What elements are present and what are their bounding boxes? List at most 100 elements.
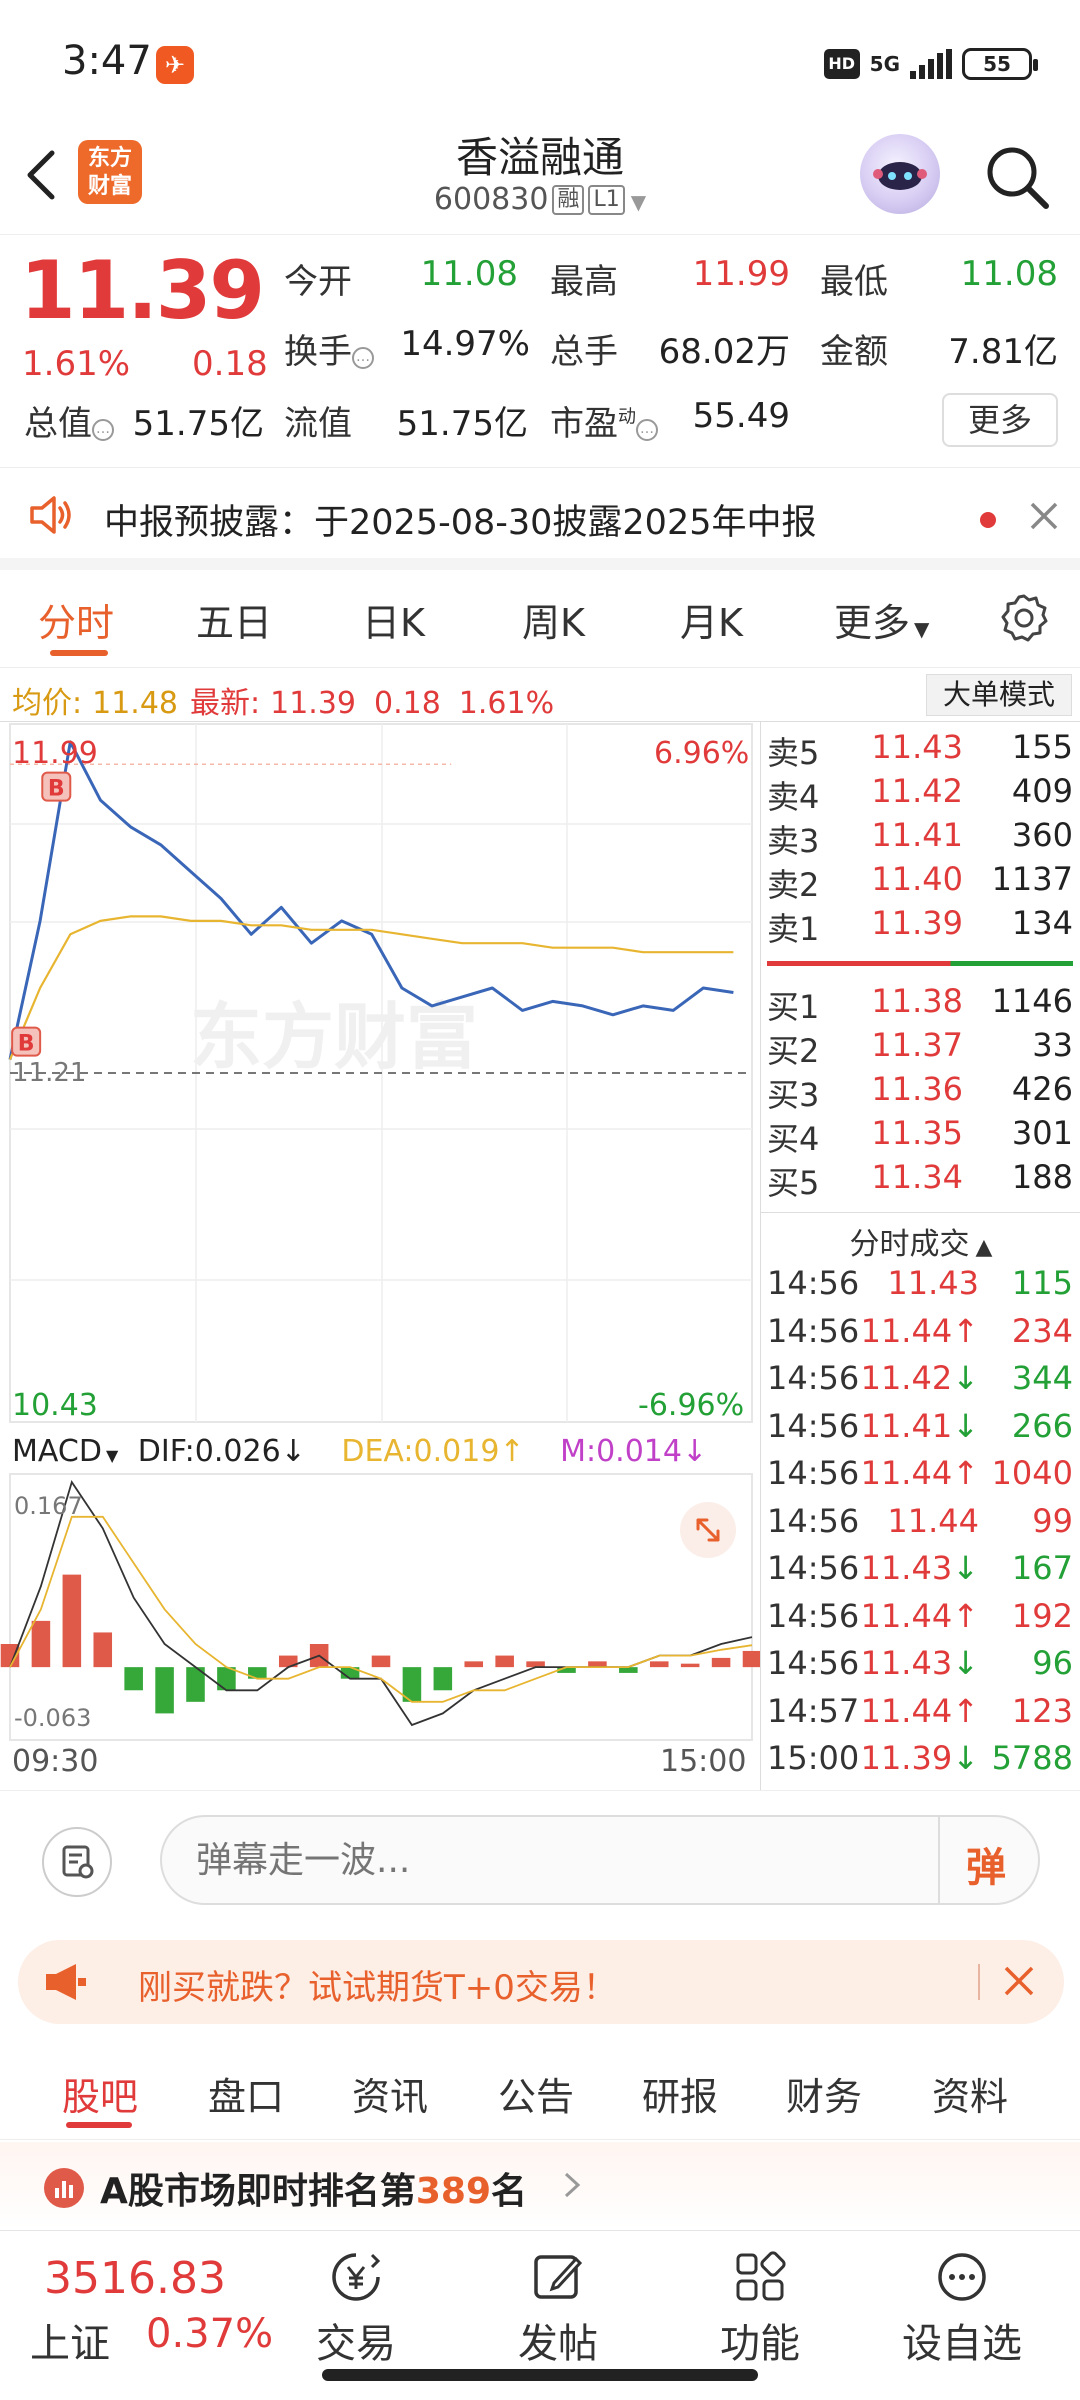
danmu-input[interactable] <box>160 1815 1040 1905</box>
market-cap-label[interactable]: 总值… <box>24 396 114 445</box>
app-logo[interactable]: 东方财富 <box>78 140 142 204</box>
tab-five-day[interactable]: 五日 <box>196 601 273 645</box>
level-volume: 360 <box>1011 816 1073 854</box>
big-order-mode-button[interactable]: 大单模式 <box>926 674 1072 716</box>
macd-bar <box>155 1667 174 1714</box>
promo-banner[interactable]: 刚买就跌？试试期货T+0交易！ <box>18 1940 1064 2024</box>
clock: 3:47 <box>62 38 152 84</box>
pe-label[interactable]: 市盈动… <box>550 396 658 445</box>
gear-icon[interactable] <box>996 590 1052 646</box>
trade-price: 11.44↑ <box>860 1691 979 1730</box>
arrow-down-icon: ↓ <box>952 1359 979 1397</box>
level-volume: 155 <box>1011 728 1073 766</box>
level-price: 11.40 <box>871 860 963 898</box>
macd-plot <box>0 1480 760 1727</box>
trade-volume: 99 <box>1032 1501 1073 1540</box>
bid-row[interactable]: 买3 11.36 426 <box>761 1070 1080 1114</box>
ranking-banner[interactable]: A股市场即时排名第389名 <box>0 2142 1080 2228</box>
ask-row[interactable]: 卖5 11.43 155 <box>761 728 1080 772</box>
info-icon: … <box>92 419 114 441</box>
home-indicator[interactable] <box>322 2369 758 2381</box>
trade-volume: 1040 <box>991 1454 1073 1492</box>
close-icon[interactable] <box>1022 494 1066 538</box>
nav-post[interactable]: 发帖 <box>488 2241 628 2371</box>
tab-profile[interactable]: 资料 <box>932 2075 1009 2119</box>
level-tag: L1 <box>588 185 625 215</box>
float-cap-label: 流值 <box>284 404 352 444</box>
volume-label: 总手 <box>550 332 618 372</box>
low-label: 最低 <box>820 262 888 302</box>
bid-row[interactable]: 买5 11.34 188 <box>761 1158 1080 1202</box>
level-label: 买4 <box>767 1120 820 1158</box>
change-percent: 1.61% <box>22 344 131 384</box>
bid-row[interactable]: 买1 11.38 1146 <box>761 982 1080 1026</box>
trade-volume: 344 <box>1011 1359 1073 1397</box>
active-tab-indicator <box>66 2122 132 2128</box>
low-value: 11.08 <box>960 254 1058 294</box>
y-max-label: 11.99 <box>12 736 98 771</box>
tab-pankou[interactable]: 盘口 <box>208 2075 285 2119</box>
stock-code-row[interactable]: 600830 融 L1 ▼ <box>0 182 1080 217</box>
chevron-right-icon <box>564 2172 581 2198</box>
bid-row[interactable]: 买2 11.37 33 <box>761 1026 1080 1070</box>
status-icons: HD 5G 55 <box>823 44 1038 84</box>
float-cap-value: 51.75亿 <box>396 404 528 444</box>
info-icon: … <box>636 419 658 441</box>
tab-intraday[interactable]: 分时 <box>38 601 115 645</box>
level-volume: 301 <box>1011 1114 1073 1152</box>
trade-volume: 234 <box>1011 1311 1073 1350</box>
high-value: 11.99 <box>692 254 790 294</box>
macd-bar <box>0 1644 20 1668</box>
level-label: 卖1 <box>767 910 820 948</box>
trade-time: 14:56 <box>767 1549 860 1587</box>
danmu-toggle-button[interactable]: 弹 <box>938 1817 1038 1903</box>
level-label: 卖5 <box>767 734 820 772</box>
tab-more[interactable]: 更多 ▼ <box>834 601 930 645</box>
chart-info-bar: 均价: 11.48 最新: 11.39 0.18 1.61% 大单模式 <box>0 670 1080 722</box>
ask-row[interactable]: 卖2 11.40 1137 <box>761 860 1080 904</box>
more-quote-button[interactable]: 更多 <box>942 393 1058 447</box>
notice-bar[interactable]: 中报预披露：于2025-08-30披露2025年中报 <box>0 470 1080 570</box>
tab-weekly-k[interactable]: 周K <box>522 601 585 645</box>
level-price: 11.39 <box>871 904 963 942</box>
nav-add-watchlist[interactable]: 设自选 <box>892 2241 1032 2371</box>
watermark: 东方财富 <box>190 995 478 1079</box>
buy-marker: B <box>41 771 72 802</box>
tab-research[interactable]: 研报 <box>642 2075 719 2119</box>
tab-daily-k[interactable]: 日K <box>362 601 425 645</box>
expand-button[interactable] <box>680 1502 736 1558</box>
nav-functions[interactable]: 功能 <box>690 2241 830 2371</box>
trade-row: 14:56 11.41↓ 266 <box>761 1407 1080 1451</box>
level-volume: 1137 <box>991 860 1073 898</box>
comment-settings-icon[interactable] <box>42 1827 112 1897</box>
time-end-label: 15:00 <box>660 1744 747 1779</box>
turnover-label[interactable]: 换手… <box>284 324 374 373</box>
ask-row[interactable]: 卖4 11.42 409 <box>761 772 1080 816</box>
back-button[interactable] <box>18 145 68 205</box>
trades-title[interactable]: 分时成交 ▲ <box>761 1212 1080 1263</box>
price-plot: BB <box>8 740 752 1074</box>
close-icon[interactable] <box>998 1960 1040 2002</box>
caret-up-icon: ▲ <box>975 1235 993 1260</box>
search-icon[interactable] <box>978 138 1058 218</box>
stock-header: 东方财富 香溢融通 600830 融 L1 ▼ <box>0 120 1080 235</box>
tab-finance[interactable]: 财务 <box>786 2075 863 2119</box>
assistant-robot-icon[interactable] <box>860 134 940 214</box>
tab-news[interactable]: 资讯 <box>352 2075 429 2119</box>
comment-bar: 弹 <box>0 1790 1080 1938</box>
tab-guba[interactable]: 股吧 <box>62 2075 139 2119</box>
ask-row[interactable]: 卖3 11.41 360 <box>761 816 1080 860</box>
tab-monthly-k[interactable]: 月K <box>680 601 743 645</box>
ranking-text: A股市场即时排名第389名 <box>100 2171 528 2212</box>
trade-volume: 115 <box>1011 1264 1073 1302</box>
level-price: 11.38 <box>871 982 963 1020</box>
nav-trade[interactable]: 交易 <box>286 2241 426 2371</box>
chart-canvas: 东方财富 BB <box>0 723 760 1741</box>
bid-row[interactable]: 买4 11.35 301 <box>761 1114 1080 1158</box>
indicator-select[interactable]: MACD ▼ <box>12 1434 119 1469</box>
trade-time: 14:56 <box>767 1596 860 1635</box>
tab-announcements[interactable]: 公告 <box>498 2075 575 2119</box>
arrow-down-icon: ↓ <box>952 1406 979 1445</box>
ask-row[interactable]: 卖1 11.39 134 <box>761 904 1080 948</box>
